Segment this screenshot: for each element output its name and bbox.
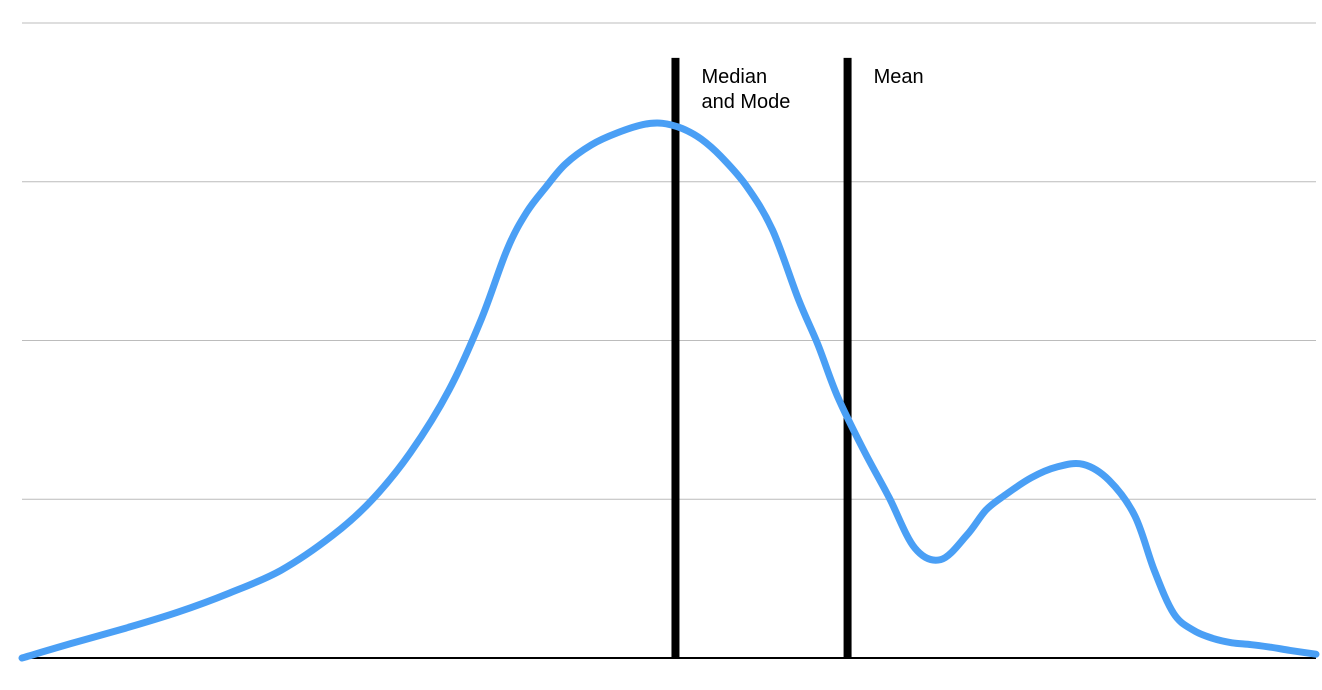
distribution-curve — [18, 119, 1320, 662]
marker-label-1: Mean — [874, 66, 924, 88]
gridlines — [22, 22, 1316, 500]
markers: Median and Mode Mean — [671, 57, 924, 658]
marker-label-line: Median — [701, 66, 767, 88]
marker-label-line: and Mode — [701, 91, 790, 113]
marker-label-line: Mean — [874, 66, 924, 88]
marker-label-0: Median and Mode — [701, 66, 790, 113]
